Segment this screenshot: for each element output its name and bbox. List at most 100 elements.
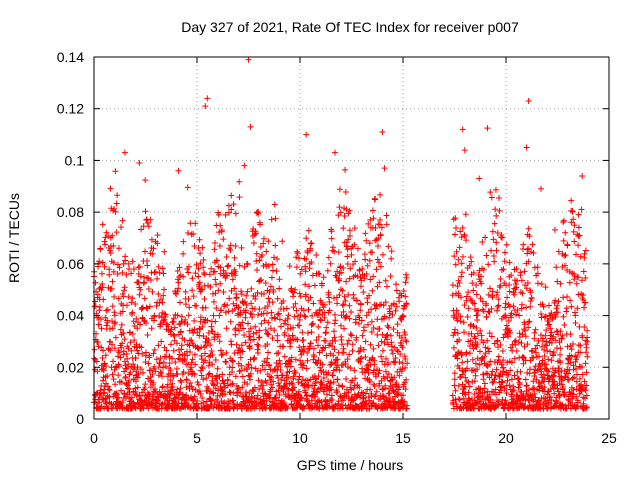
roti-point [237, 389, 244, 396]
roti-point [338, 336, 345, 343]
roti-point [394, 329, 401, 336]
roti-point [163, 347, 170, 354]
roti-point [253, 250, 260, 257]
roti-point [574, 305, 581, 312]
roti-point [583, 404, 590, 411]
roti-point [200, 376, 207, 383]
roti-point [322, 337, 329, 344]
roti-point [150, 245, 157, 252]
roti-point [510, 387, 517, 394]
roti-point [344, 246, 351, 253]
roti-point [541, 313, 548, 320]
roti-point [525, 324, 532, 331]
roti-point [209, 352, 216, 359]
roti-point [306, 260, 313, 267]
roti-point [346, 302, 353, 309]
roti-point [315, 323, 322, 330]
roti-point [109, 371, 116, 378]
roti-point [570, 216, 577, 223]
roti-point [473, 324, 480, 331]
roti-point [331, 334, 338, 341]
roti-point [461, 302, 468, 309]
roti-point [308, 239, 315, 246]
roti-point [493, 212, 500, 219]
roti-point [203, 375, 210, 382]
roti-point [350, 295, 357, 302]
roti-point [461, 232, 468, 239]
roti-point [326, 380, 333, 387]
roti-point [497, 342, 504, 349]
roti-point [507, 367, 514, 374]
roti-point [532, 394, 539, 401]
roti-point [461, 231, 468, 238]
roti-point [548, 357, 555, 364]
roti-point [534, 264, 541, 271]
roti-point [129, 295, 136, 302]
roti-point [461, 147, 468, 154]
roti-point [167, 377, 174, 384]
roti-point [119, 308, 126, 315]
roti-point [362, 256, 369, 263]
roti-point [528, 347, 535, 354]
roti-point [552, 337, 559, 344]
roti-point [510, 383, 517, 390]
roti-point [582, 387, 589, 394]
roti-point [259, 386, 266, 393]
roti-point [356, 384, 363, 391]
roti-point [334, 300, 341, 307]
x-tick-label: 10 [292, 430, 308, 446]
roti-point [287, 343, 294, 350]
roti-point [336, 275, 343, 282]
roti-point [162, 363, 169, 370]
roti-point [103, 229, 110, 236]
roti-point [570, 386, 577, 393]
roti-point [191, 242, 198, 249]
roti-point [293, 254, 300, 261]
roti-point [142, 177, 149, 184]
roti-point [104, 319, 111, 326]
roti-point [132, 355, 139, 362]
roti-point [500, 266, 507, 273]
roti-point [109, 278, 116, 285]
roti-point [547, 332, 554, 339]
roti-point [174, 288, 181, 295]
roti-point [255, 334, 262, 341]
roti-point [559, 332, 566, 339]
roti-point [206, 353, 213, 360]
roti-point [145, 375, 152, 382]
roti-point [108, 285, 115, 292]
roti-point [505, 318, 512, 325]
roti-point [546, 302, 553, 309]
roti-point [482, 344, 489, 351]
roti-point [467, 254, 474, 261]
roti-point [106, 266, 113, 273]
roti-point [247, 376, 254, 383]
roti-point [385, 370, 392, 377]
roti-point [518, 301, 525, 308]
roti-point [531, 335, 538, 342]
roti-point [525, 386, 532, 393]
roti-point [257, 367, 264, 374]
roti-point [233, 341, 240, 348]
roti-point [251, 231, 258, 238]
roti-point [330, 328, 337, 335]
roti-point [101, 238, 108, 245]
roti-point [324, 319, 331, 326]
roti-point [511, 291, 518, 298]
roti-point [495, 296, 502, 303]
roti-point [291, 384, 298, 391]
roti-point [250, 239, 257, 246]
roti-point [549, 316, 556, 323]
roti-point [269, 384, 276, 391]
roti-point [160, 359, 167, 366]
roti-point [204, 95, 211, 102]
roti-point [138, 226, 145, 233]
roti-point [525, 319, 532, 326]
roti-point [188, 359, 195, 366]
roti-point [358, 283, 365, 290]
roti-point [386, 389, 393, 396]
roti-point [277, 361, 284, 368]
roti-point [513, 311, 520, 318]
roti-point [260, 240, 267, 247]
roti-point [212, 357, 219, 364]
